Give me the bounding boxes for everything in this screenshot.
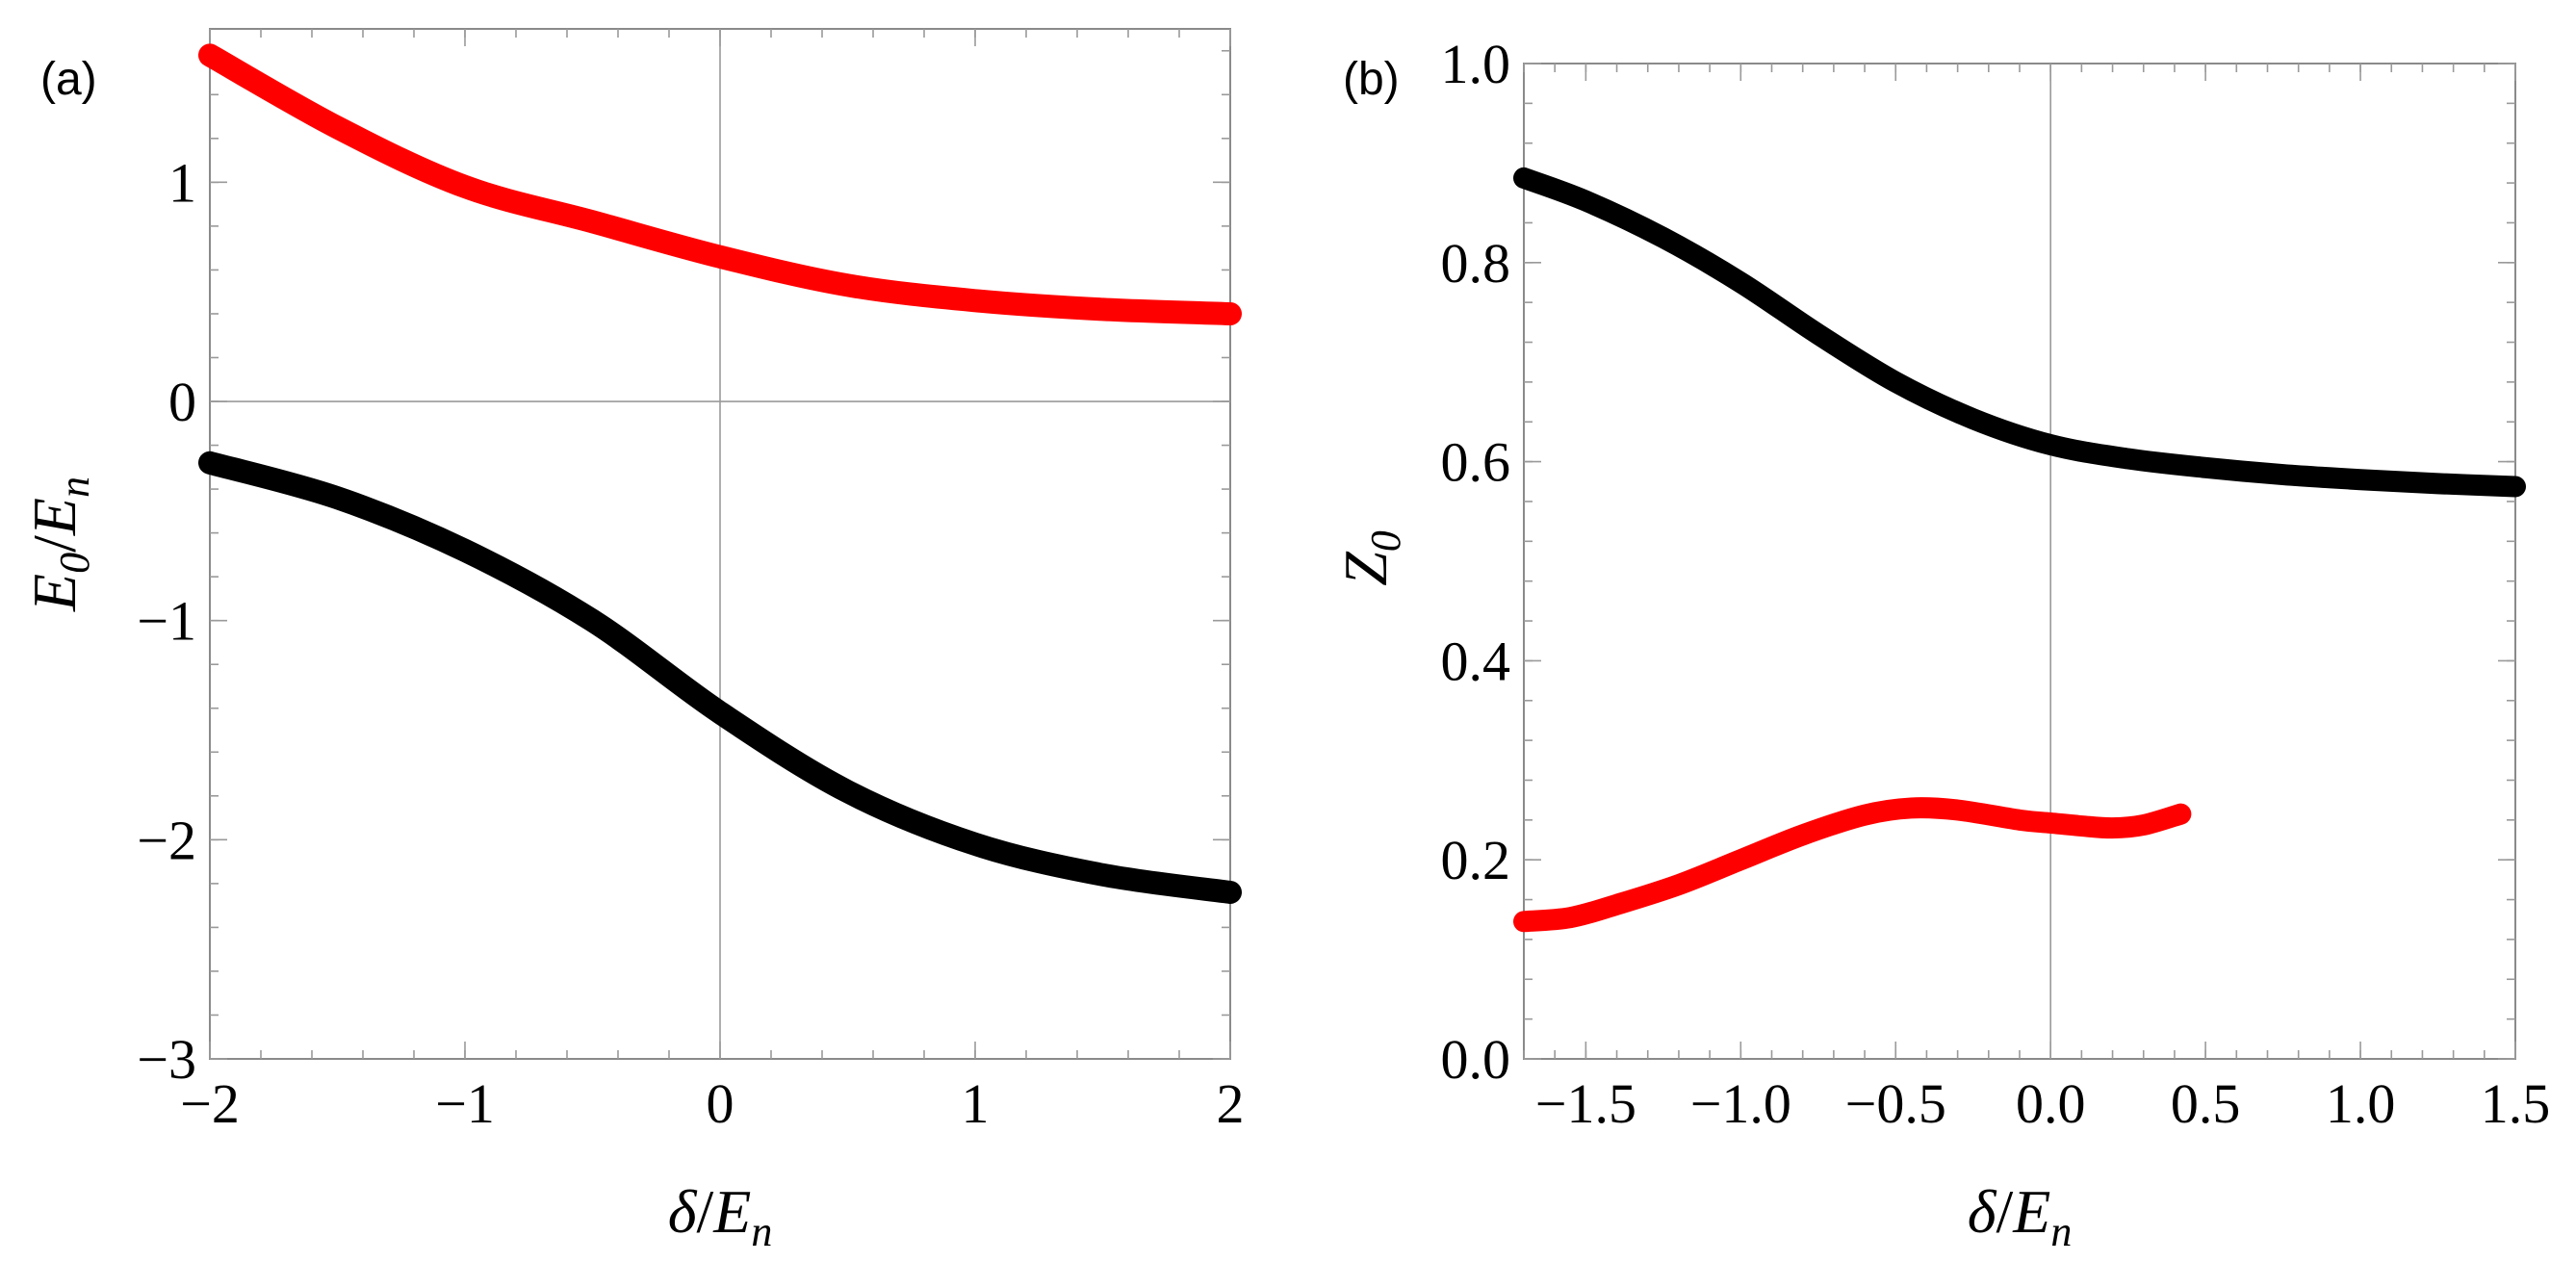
panel-b-x-tick-labels: −1.5 −1.0 −0.5 0.0 0.5 1.0 1.5 [1535,1072,2550,1135]
panel-a-y-tick-label: −2 [137,809,196,871]
panel-a-y-tick-labels: −3 −2 −1 0 1 [137,151,196,1091]
panel-b-x-tick-label: −1.5 [1535,1072,1636,1135]
panel-b-label: (b) [1343,54,1400,105]
panel-b-ticks [1523,63,2516,1060]
panel-b-y-tick-label: 0.8 [1441,232,1511,295]
panel-b-x-tick-label: 0.5 [2171,1072,2241,1135]
panel-a-y-tick-label: −3 [137,1028,196,1091]
panel-b-x-tick-label: −1.0 [1690,1072,1791,1135]
panel-a-y-tick-label: 1 [168,151,196,214]
panel-b-y-tick-labels: 0.0 0.2 0.4 0.6 0.8 1.0 [1441,33,1511,1091]
panel-b-y-tick-label: 0.6 [1441,431,1511,494]
panel-b-y-tick-label: 1.0 [1441,33,1511,95]
panel-b-series-black [1513,167,2526,498]
panel-a-series-upper [198,43,1242,325]
panel-a-x-tick-label: 0 [707,1072,734,1135]
panel-b-x-tick-label: 0.0 [2016,1072,2086,1135]
panel-b-y-tick-label: 0.4 [1441,630,1511,692]
panel-b: −1.5 −1.0 −0.5 0.0 0.5 1.0 1.5 0.0 0.2 0.4 0.6 0.8… [1331,33,2550,1255]
panel-b-y-tick-label: 0.2 [1441,829,1511,891]
panel-b-x-tick-label: 1.5 [2481,1072,2551,1135]
panel-a-series-lower [198,451,1242,904]
panel-b-x-tick-label: −0.5 [1845,1072,1946,1135]
panel-a: −2 −1 0 1 2 −3−2−101 (a) δ/En E0/En [20,28,1245,1255]
panel-a-x-tick-label: −1 [435,1072,495,1135]
panel-a-series [198,43,1242,904]
panel-b-x-axis-label: δ/En [1968,1177,2073,1255]
panel-a-label: (a) [40,54,97,105]
panel-a-y-axis-label: E0/En [20,476,98,612]
panel-a-x-tick-label: −2 [180,1072,240,1135]
panel-b-x-tick-label: 1.0 [2326,1072,2396,1135]
panel-a-x-axis-label: δ/En [668,1177,773,1255]
panel-b-y-axis-label: Z0 [1331,530,1409,586]
panel-b-series [1513,167,2526,933]
panel-b-y-tick-label: 0.0 [1441,1028,1511,1091]
panel-a-x-tick-labels: −2 −1 0 1 2 [180,1072,1244,1135]
panel-a-x-tick-label: 2 [1217,1072,1245,1135]
panel-a-y-tick-label: 0 [168,371,196,433]
panel-b-series-red [1513,797,2192,933]
panel-a-y-tick-label: −1 [137,590,196,653]
panel-b-frame [1523,63,2516,1060]
panel-a-x-tick-label: 1 [962,1072,990,1135]
